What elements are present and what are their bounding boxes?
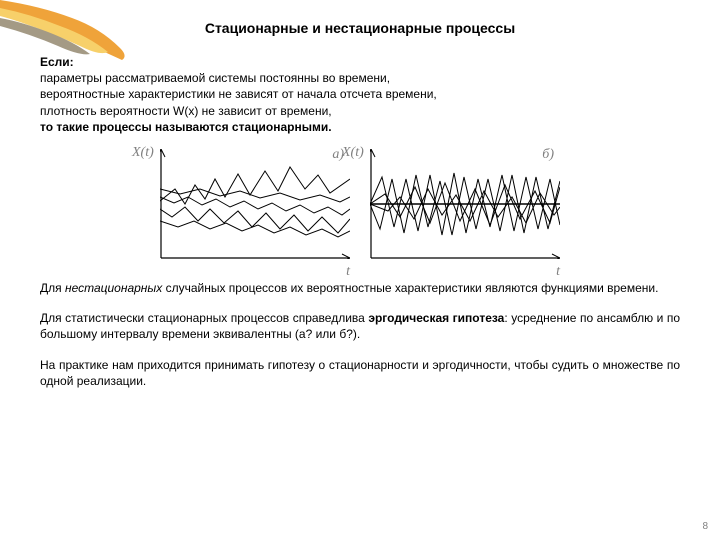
page-title: Стационарные и нестационарные процессы <box>40 20 680 36</box>
axis-x-label-b: t <box>556 264 560 280</box>
para-nonstationary-prefix: Для <box>40 281 65 295</box>
intro-conclusion: то такие процессы называются стационарны… <box>40 120 332 134</box>
slide-page: Стационарные и нестационарные процессы Е… <box>0 0 720 540</box>
axis-x-label-a: t <box>346 264 350 280</box>
panel-label-b: б) <box>542 147 554 163</box>
figure-a: X(t) а) t <box>160 149 350 264</box>
figure-b: X(t) б) t <box>370 149 560 264</box>
para-nonstationary: Для нестационарных случайных процессов и… <box>40 280 680 296</box>
para-ergodic-prefix: Для статистически стационарных процессов… <box>40 311 368 325</box>
intro-line-1: параметры рассматриваемой системы постоя… <box>40 71 390 85</box>
if-label: Если: <box>40 55 74 69</box>
para-ergodic-bold: эргодическая гипотеза <box>368 311 504 325</box>
para-practice: На практике нам приходится принимать гип… <box>40 357 680 389</box>
intro-line-2: вероятностные характеристики не зависят … <box>40 87 437 101</box>
axis-y-label-b: X(t) <box>342 145 364 161</box>
chart-b <box>370 149 560 259</box>
axis-y-label-a: X(t) <box>132 145 154 161</box>
para-nonstationary-rest: случайных процессов их вероятностные хар… <box>162 281 658 295</box>
para-nonstationary-italic: нестационарных <box>65 281 162 295</box>
page-number: 8 <box>702 521 708 532</box>
figures-row: X(t) а) t X(t) б) t <box>40 149 680 264</box>
para-ergodic: Для статистически стационарных процессов… <box>40 310 680 342</box>
chart-a <box>160 149 350 259</box>
intro-line-3: плотность вероятности W(x) не зависит от… <box>40 104 332 118</box>
intro-block: Если: параметры рассматриваемой системы … <box>40 54 680 135</box>
